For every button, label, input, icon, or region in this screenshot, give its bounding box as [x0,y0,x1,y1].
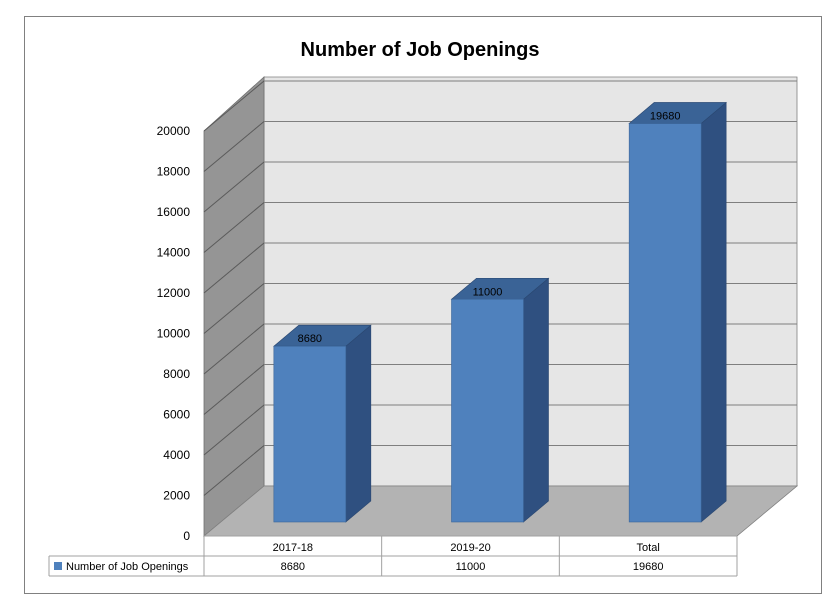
y-tick-label: 12000 [157,286,191,300]
y-tick-label: 14000 [157,246,191,260]
gridline-side [203,80,265,132]
bar-front [273,345,347,523]
category-label: Total [637,542,660,554]
bar-side [345,324,372,523]
gridline-side [203,202,265,253]
bar-Total [628,101,727,523]
y-tick-label: 18000 [157,165,191,179]
y-tick-label: 6000 [163,408,190,422]
gridline-side [203,445,265,496]
bar-side [523,277,549,523]
category-label: 2019-20 [450,542,490,554]
series-name: Number of Job Openings [66,561,189,573]
y-axis-tick-labels: 0 2000 4000 6000 8000 10000 12000 14000 16000 180… [157,124,191,543]
legend-key [54,562,62,570]
gridline-side [203,323,265,375]
gridline-side [203,242,265,294]
data-label: 8680 [298,333,322,345]
bar-front [628,123,702,523]
y-tick-label: 2000 [163,489,190,503]
bar-front [451,298,524,523]
bar-2019-20 [450,277,550,523]
table-value: 8680 [281,561,305,573]
y-tick-label: 16000 [157,205,191,219]
gridline-side [203,364,265,415]
data-label: 11000 [473,286,503,298]
table-value: 19680 [633,561,664,573]
bars [273,101,727,523]
y-tick-label: 4000 [163,448,190,462]
bar-2017-18 [273,324,372,523]
y-tick-label: 8000 [163,367,190,381]
data-table: Number of Job Openings 2017-18 8680 2019-20… [48,535,738,577]
data-label: 19680 [650,110,681,122]
y-tick-label: 20000 [157,124,191,138]
gridline-side [203,161,265,213]
table-value: 11000 [456,561,486,573]
gridline-side [203,404,265,456]
category-label: 2017-18 [273,542,313,554]
y-tick-label: 0 [183,529,190,543]
chart-title: Number of Job Openings [301,39,540,61]
gridline-side [203,283,265,334]
data-labels: 8680 11000 19680 [298,110,681,345]
gridline-side [203,121,265,172]
bar-side [700,101,727,523]
y-tick-label: 10000 [157,327,191,341]
